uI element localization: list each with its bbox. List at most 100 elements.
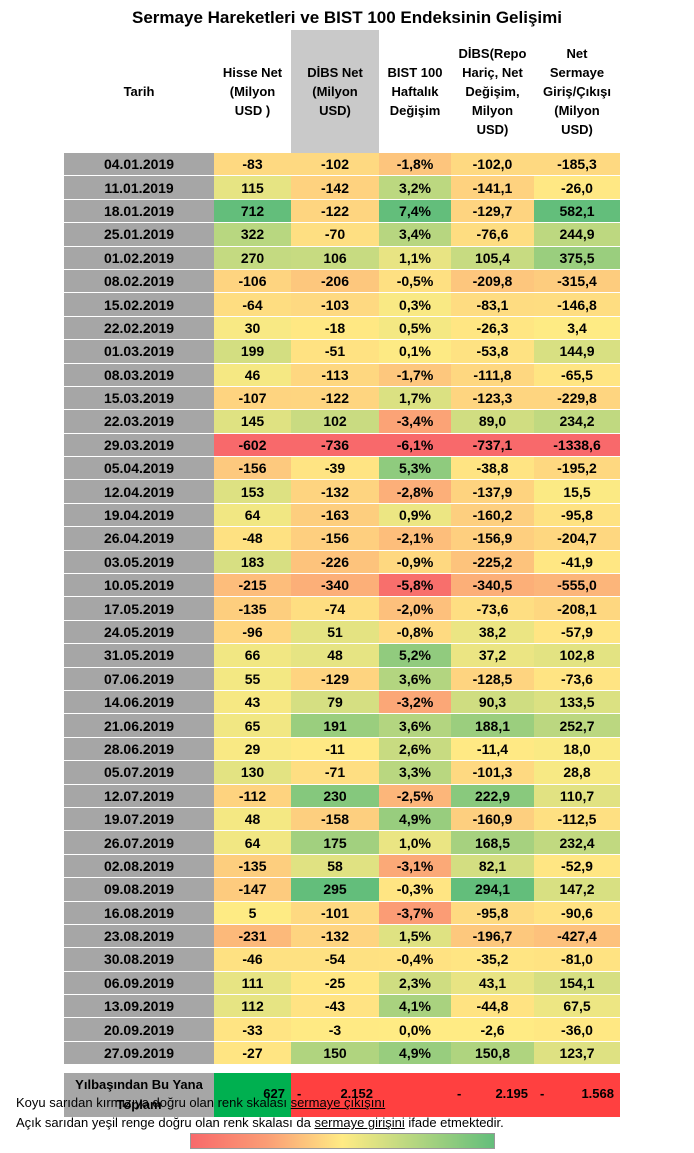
- row-value: -112: [214, 784, 291, 808]
- row-value: -102,0: [451, 153, 534, 177]
- row-value: -73,6: [534, 667, 620, 691]
- row-value: -209,8: [451, 269, 534, 294]
- row-value: 5,2%: [379, 643, 451, 668]
- total-amount: 627: [263, 1086, 285, 1102]
- table-row: 25.01.2019 322 -70 3,4% -76,6 244,9: [64, 222, 620, 247]
- table-row: 22.03.2019 145 102 -3,4% 89,0 234,2: [64, 409, 620, 434]
- row-date: 14.06.2019: [64, 690, 214, 715]
- row-value: 5: [214, 901, 291, 925]
- row-value: -2,5%: [379, 784, 451, 808]
- row-date: 19.07.2019: [64, 807, 214, 832]
- row-value: -0,9%: [379, 550, 451, 575]
- row-value: -160,9: [451, 807, 534, 832]
- row-value: 123,7: [534, 1041, 620, 1066]
- row-value: -208,1: [534, 596, 620, 621]
- table-row: 15.02.2019 -64 -103 0,3% -83,1 -146,8: [64, 292, 620, 317]
- row-value: 375,5: [534, 246, 620, 270]
- row-value: 37,2: [451, 643, 534, 668]
- row-value: -36,0: [534, 1017, 620, 1042]
- row-value: 64: [214, 503, 291, 528]
- row-value: -225,2: [451, 550, 534, 575]
- row-value: -226: [291, 550, 379, 575]
- row-value: 66: [214, 643, 291, 668]
- note-outflow: Koyu sarıdan kırmızıya doğru olan renk s…: [16, 1093, 504, 1113]
- row-value: -26,0: [534, 175, 620, 200]
- row-value: 48: [214, 807, 291, 832]
- row-value: -27: [214, 1041, 291, 1066]
- row-value: -122: [291, 199, 379, 224]
- table-row: 27.09.2019 -27 150 4,9% 150,8 123,7: [64, 1041, 620, 1066]
- row-value: 30: [214, 316, 291, 341]
- row-value: -71: [291, 760, 379, 785]
- table-row: 19.07.2019 48 -158 4,9% -160,9 -112,5: [64, 807, 620, 832]
- row-date: 08.03.2019: [64, 363, 214, 387]
- table-body: 04.01.2019 -83 -102 -1,8% -102,0 -185,3 11.01.…: [64, 153, 620, 1118]
- row-value: -76,6: [451, 222, 534, 247]
- row-value: 89,0: [451, 409, 534, 434]
- row-value: -83,1: [451, 292, 534, 317]
- row-date: 31.05.2019: [64, 643, 214, 668]
- row-value: -158: [291, 807, 379, 832]
- row-value: 65: [214, 713, 291, 738]
- row-value: -70: [291, 222, 379, 247]
- table-row: 15.03.2019 -107 -122 1,7% -123,3 -229,8: [64, 386, 620, 411]
- color-scale-bar: [190, 1133, 495, 1149]
- row-value: 90,3: [451, 690, 534, 715]
- row-date: 03.05.2019: [64, 550, 214, 575]
- row-value: 1,1%: [379, 246, 451, 270]
- row-value: -112,5: [534, 807, 620, 832]
- row-date: 16.08.2019: [64, 901, 214, 925]
- row-value: 244,9: [534, 222, 620, 247]
- header-equity-net: Hisse Net (Milyon USD ): [214, 30, 291, 153]
- row-value: -64: [214, 292, 291, 317]
- row-value: 15,5: [534, 479, 620, 504]
- row-value: 3,4: [534, 316, 620, 341]
- table-row: 21.06.2019 65 191 3,6% 188,1 252,7: [64, 713, 620, 738]
- row-value: 102: [291, 409, 379, 434]
- row-value: -5,8%: [379, 573, 451, 598]
- row-value: -206: [291, 269, 379, 294]
- table-row: 06.09.2019 111 -25 2,3% 43,1 154,1: [64, 971, 620, 996]
- row-value: 144,9: [534, 339, 620, 364]
- row-value: -38,8: [451, 456, 534, 481]
- row-value: -163: [291, 503, 379, 528]
- row-value: 150,8: [451, 1041, 534, 1066]
- header-date: Tarih: [64, 30, 214, 153]
- row-value: -2,0%: [379, 596, 451, 621]
- row-value: -3,1%: [379, 854, 451, 879]
- row-value: -229,8: [534, 386, 620, 411]
- row-value: -54: [291, 947, 379, 972]
- row-value: 55: [214, 667, 291, 691]
- row-date: 05.07.2019: [64, 760, 214, 785]
- row-value: -2,6: [451, 1017, 534, 1042]
- row-value: -315,4: [534, 269, 620, 294]
- table-row: 10.05.2019 -215 -340 -5,8% -340,5 -555,0: [64, 573, 620, 598]
- row-value: 115: [214, 175, 291, 200]
- table-row: 17.05.2019 -135 -74 -2,0% -73,6 -208,1: [64, 596, 620, 621]
- table-row: 16.08.2019 5 -101 -3,7% -95,8 -90,6: [64, 901, 620, 925]
- row-value: -46: [214, 947, 291, 972]
- row-value: 64: [214, 830, 291, 855]
- table-row: 07.06.2019 55 -129 3,6% -128,5 -73,6: [64, 667, 620, 691]
- row-date: 08.02.2019: [64, 269, 214, 294]
- table-row: 26.07.2019 64 175 1,0% 168,5 232,4: [64, 830, 620, 855]
- row-value: -26,3: [451, 316, 534, 341]
- row-value: 18,0: [534, 737, 620, 762]
- note-outflow-text: Koyu sarıdan kırmızıya doğru olan renk s…: [16, 1095, 291, 1110]
- row-value: -95,8: [534, 503, 620, 528]
- row-value: 0,3%: [379, 292, 451, 317]
- row-value: 2,3%: [379, 971, 451, 996]
- row-value: -44,8: [451, 994, 534, 1019]
- row-value: 43: [214, 690, 291, 715]
- row-value: -340,5: [451, 573, 534, 598]
- row-value: -43: [291, 994, 379, 1019]
- row-value: -18: [291, 316, 379, 341]
- row-value: -73,6: [451, 596, 534, 621]
- row-value: 111: [214, 971, 291, 996]
- header-bond-excl-repo: DİBS(Repo Hariç, Net Değişim, Milyon USD): [451, 30, 534, 153]
- total-spacer: [64, 1064, 620, 1074]
- row-value: -135: [214, 596, 291, 621]
- row-value: 175: [291, 830, 379, 855]
- row-value: -737,1: [451, 433, 534, 458]
- row-date: 25.01.2019: [64, 222, 214, 247]
